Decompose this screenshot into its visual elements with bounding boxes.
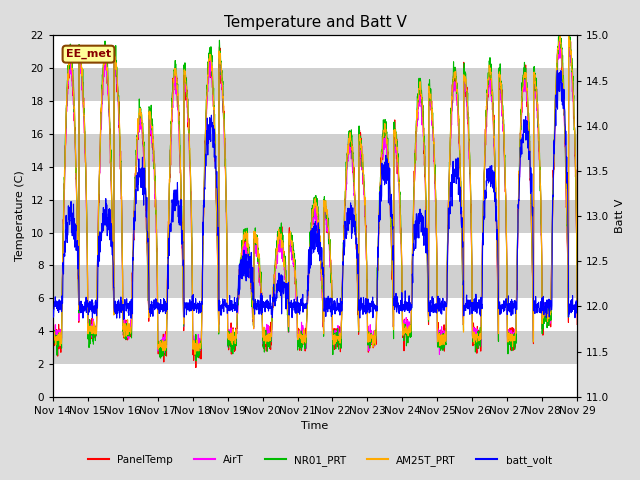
Bar: [53, 36, 577, 68]
Bar: [53, 134, 577, 167]
Bar: [53, 331, 577, 364]
Bar: [53, 232, 577, 265]
Bar: [53, 364, 577, 397]
Bar: [53, 265, 577, 298]
Y-axis label: Batt V: Batt V: [615, 199, 625, 233]
Bar: [53, 101, 577, 134]
Bar: [53, 68, 577, 101]
Title: Temperature and Batt V: Temperature and Batt V: [223, 15, 406, 30]
Bar: [53, 298, 577, 331]
Legend: PanelTemp, AirT, NR01_PRT, AM25T_PRT, batt_volt: PanelTemp, AirT, NR01_PRT, AM25T_PRT, ba…: [84, 451, 556, 470]
X-axis label: Time: Time: [301, 421, 328, 432]
Bar: [53, 167, 577, 200]
Y-axis label: Temperature (C): Temperature (C): [15, 171, 25, 262]
Text: EE_met: EE_met: [66, 49, 111, 60]
Bar: [53, 200, 577, 232]
